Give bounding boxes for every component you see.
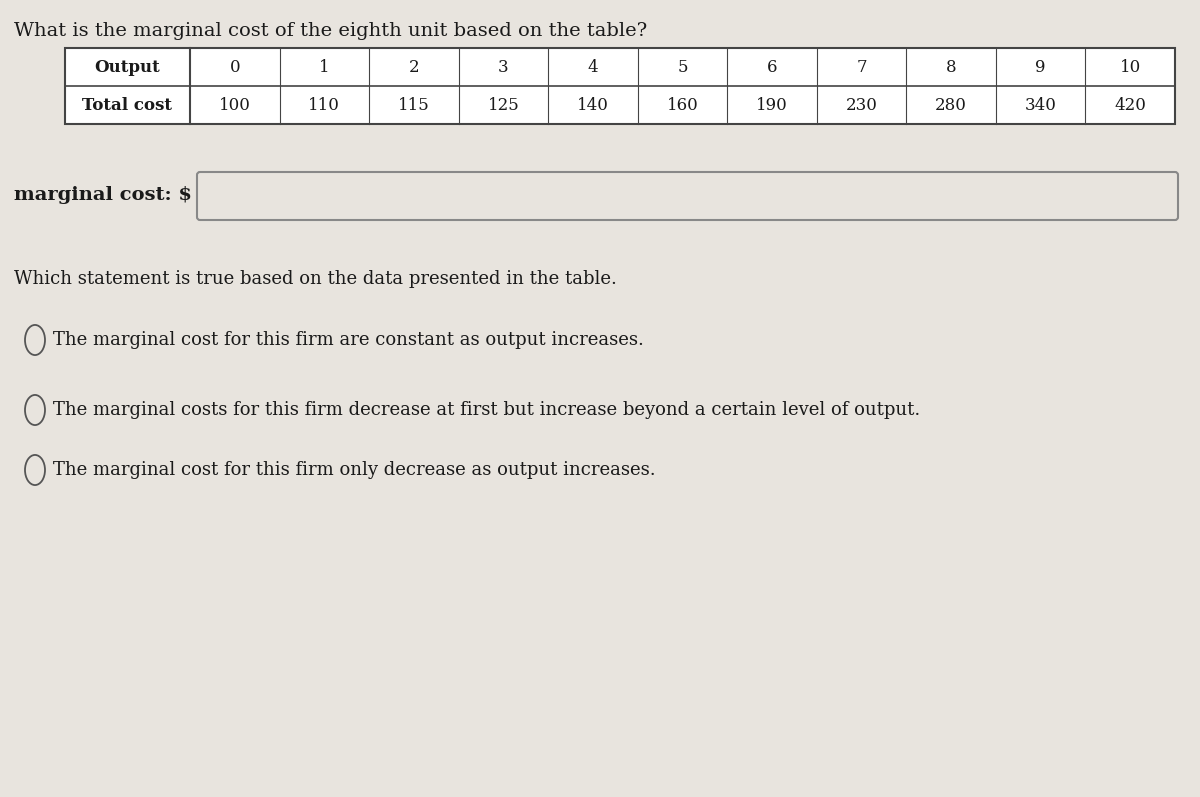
Text: Which statement is true based on the data presented in the table.: Which statement is true based on the dat… [14,270,617,288]
Text: 230: 230 [846,96,877,113]
Text: What is the marginal cost of the eighth unit based on the table?: What is the marginal cost of the eighth … [14,22,647,40]
Text: 190: 190 [756,96,788,113]
Text: 340: 340 [1025,96,1057,113]
FancyBboxPatch shape [197,172,1178,220]
Text: 2: 2 [408,58,419,76]
Text: The marginal costs for this firm decrease at first but increase beyond a certain: The marginal costs for this firm decreas… [53,401,920,419]
Text: 1: 1 [319,58,330,76]
Text: 140: 140 [577,96,608,113]
Text: 125: 125 [487,96,520,113]
Ellipse shape [25,325,46,355]
FancyBboxPatch shape [65,48,1175,124]
Text: 3: 3 [498,58,509,76]
Text: 115: 115 [398,96,430,113]
Ellipse shape [25,395,46,425]
Text: 0: 0 [229,58,240,76]
Text: The marginal cost for this firm are constant as output increases.: The marginal cost for this firm are cons… [53,331,644,349]
Text: 280: 280 [935,96,967,113]
Text: 110: 110 [308,96,341,113]
Text: 160: 160 [667,96,698,113]
Text: 420: 420 [1115,96,1146,113]
Text: 100: 100 [218,96,251,113]
Text: 10: 10 [1120,58,1141,76]
Text: Total cost: Total cost [83,96,173,113]
Ellipse shape [25,455,46,485]
Text: 4: 4 [588,58,599,76]
Text: Output: Output [95,58,161,76]
Text: 6: 6 [767,58,778,76]
Text: 9: 9 [1036,58,1046,76]
Text: 5: 5 [677,58,688,76]
Text: marginal cost: $: marginal cost: $ [14,186,192,204]
Text: The marginal cost for this firm only decrease as output increases.: The marginal cost for this firm only dec… [53,461,655,479]
Text: 8: 8 [946,58,956,76]
Text: 7: 7 [857,58,866,76]
